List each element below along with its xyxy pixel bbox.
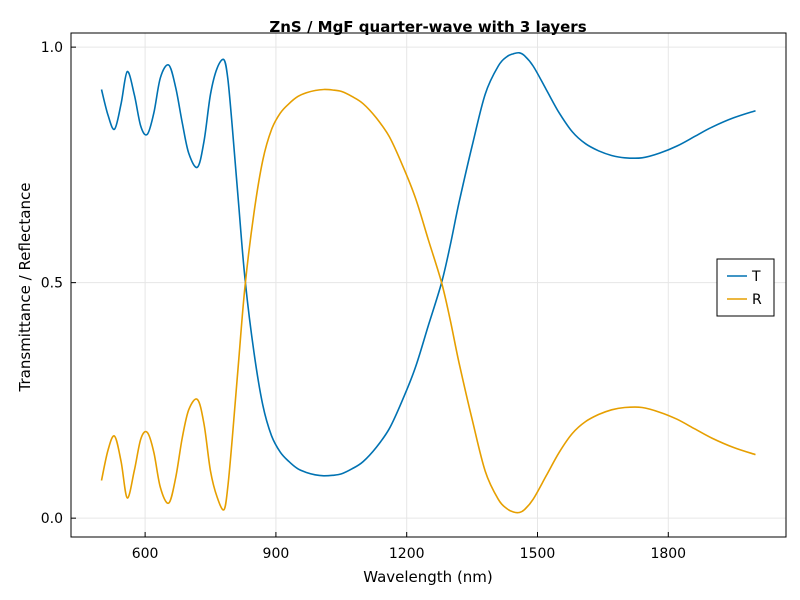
series-line-t <box>100 51 756 477</box>
plot-frame <box>70 32 787 538</box>
legend-label-r: R <box>752 292 762 308</box>
x-tick-label: 600 <box>132 546 159 562</box>
chart-title: ZnS / MgF quarter-wave with 3 layers <box>269 18 586 36</box>
series-lines <box>100 51 756 514</box>
y-axis-label: Transmittance / Reflectance <box>16 183 34 393</box>
legend: T R <box>716 258 775 317</box>
series-line-r <box>100 88 756 514</box>
x-tick-label: 1500 <box>520 546 556 562</box>
x-axis-label: Wavelength (nm) <box>363 568 493 586</box>
axis-ticks: 600 900 1200 1500 1800 0.0 0.5 1.0 <box>41 40 686 562</box>
x-tick-label: 900 <box>263 546 290 562</box>
y-tick-label: 1.0 <box>41 40 63 56</box>
grid-lines <box>71 33 786 537</box>
y-tick-label: 0.0 <box>41 511 63 527</box>
legend-box <box>716 258 775 317</box>
legend-label-t: T <box>751 269 761 285</box>
y-tick-label: 0.5 <box>41 276 63 292</box>
x-tick-label: 1200 <box>389 546 425 562</box>
x-tick-label: 1800 <box>650 546 686 562</box>
